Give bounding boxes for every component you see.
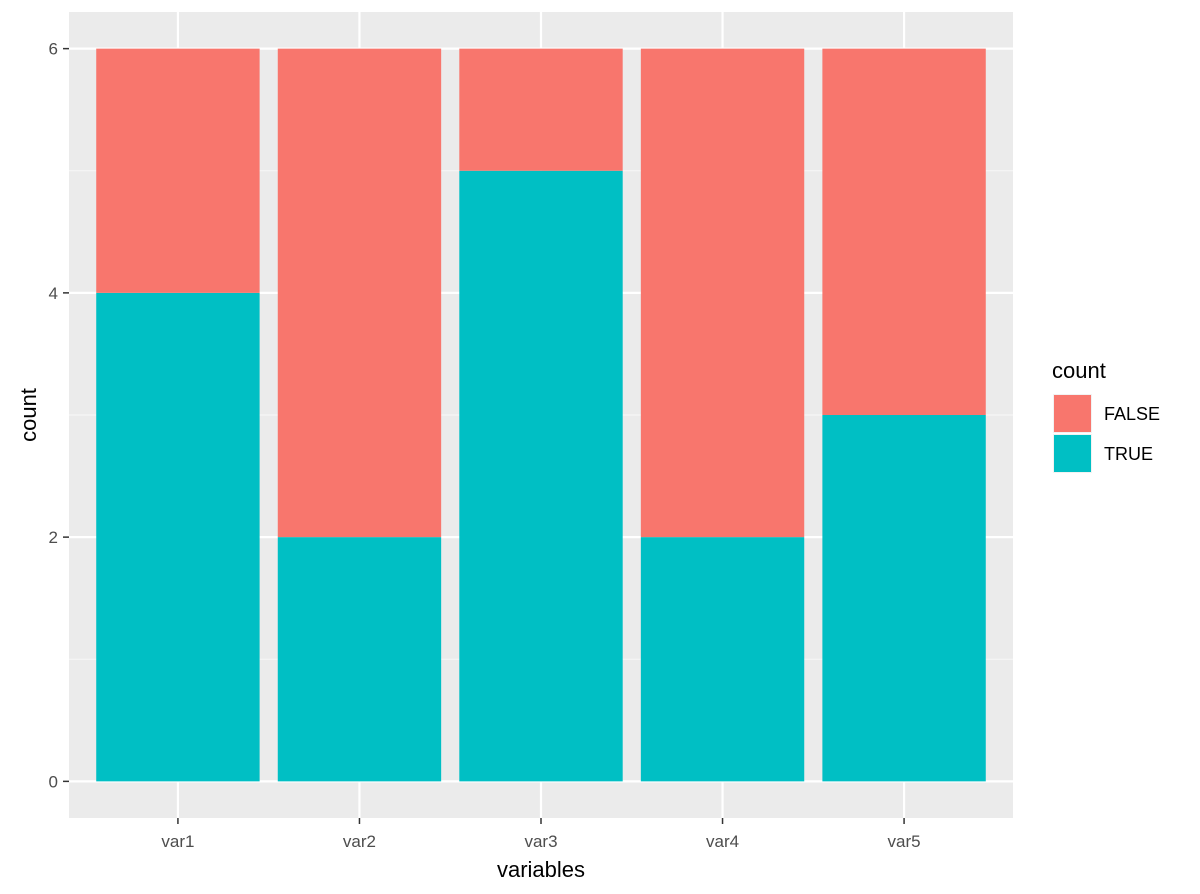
y-tick-label: 0 xyxy=(49,772,58,791)
bar-var2-false xyxy=(277,48,442,538)
bar-var4-true xyxy=(640,537,805,782)
bars xyxy=(96,48,986,782)
y-axis: 0 2 4 6 xyxy=(49,40,69,791)
x-tick-label-var4: var4 xyxy=(706,832,739,851)
bar-var1-false xyxy=(96,48,260,293)
x-axis-title: variables xyxy=(497,857,585,882)
legend: count FALSE TRUE xyxy=(1052,358,1160,473)
legend-swatch-false xyxy=(1054,395,1091,432)
y-tick-label: 6 xyxy=(49,40,58,59)
y-tick-label: 4 xyxy=(49,284,58,303)
legend-label-false: FALSE xyxy=(1104,404,1160,424)
bar-var2-true xyxy=(277,537,442,782)
x-tick-label-var1: var1 xyxy=(161,832,194,851)
bar-var4-false xyxy=(640,48,805,538)
legend-entries: FALSE TRUE xyxy=(1053,394,1160,473)
x-tick-label-var5: var5 xyxy=(888,832,921,851)
bar-var3-false xyxy=(459,48,623,171)
y-tick-label: 2 xyxy=(49,528,58,547)
bar-var5-true xyxy=(822,415,986,782)
legend-label-true: TRUE xyxy=(1104,444,1153,464)
legend-swatch-true xyxy=(1054,435,1091,472)
legend-title: count xyxy=(1052,358,1106,383)
bar-var1-true xyxy=(96,292,260,782)
bar-var5-false xyxy=(822,48,986,416)
x-tick-label-var3: var3 xyxy=(524,832,557,851)
bar-var3-true xyxy=(459,170,623,782)
x-tick-label-var2: var2 xyxy=(343,832,376,851)
x-axis: var1 var2 var3 var4 var5 xyxy=(161,818,921,851)
y-axis-title: count xyxy=(16,388,41,442)
